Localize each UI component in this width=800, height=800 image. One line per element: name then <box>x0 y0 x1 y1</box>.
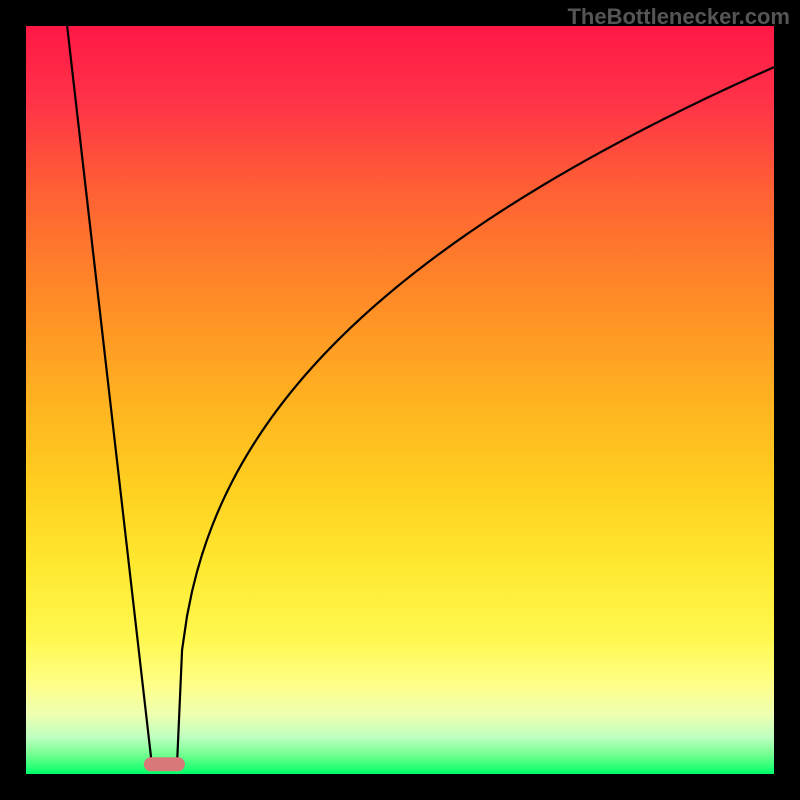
optimum-marker <box>144 757 185 771</box>
bottleneck-chart <box>0 0 800 800</box>
chart-container: TheBottlenecker.com <box>0 0 800 800</box>
plot-gradient-background <box>26 26 774 774</box>
watermark-text: TheBottlenecker.com <box>567 4 790 30</box>
